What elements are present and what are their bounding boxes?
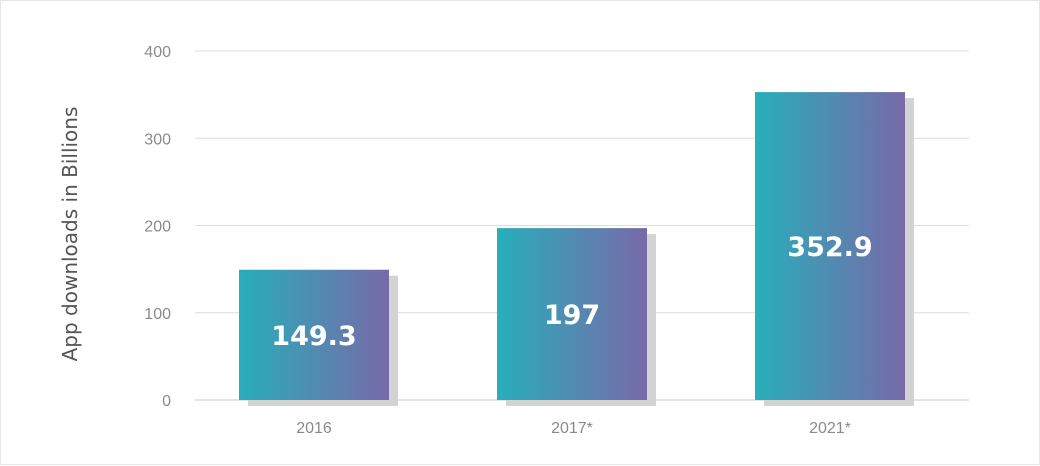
bars: 149.3 197 352.9: [239, 92, 914, 406]
bar: [239, 269, 389, 400]
bar: [497, 228, 647, 400]
y-axis-label: App downloads in Billions: [58, 107, 82, 362]
x-tick-label: 2017*: [551, 420, 593, 437]
y-tick-label: 300: [144, 131, 171, 148]
y-tick-label: 200: [144, 219, 171, 236]
bar-value-label: 352.9: [787, 232, 872, 263]
y-tick-label: 100: [144, 306, 171, 323]
x-tick-label: 2021*: [809, 420, 851, 437]
y-tick-label: 0: [162, 393, 171, 410]
bar-value-label: 149.3: [271, 321, 356, 352]
bar: [755, 92, 905, 400]
y-tick-label: 400: [144, 44, 171, 61]
y-axis-ticks: 0 100 200 300 400: [144, 44, 171, 410]
bar-value-label: 197: [544, 300, 600, 331]
x-tick-label: 2016: [296, 420, 332, 437]
x-axis-ticks: 2016 2017* 2021*: [296, 420, 851, 437]
